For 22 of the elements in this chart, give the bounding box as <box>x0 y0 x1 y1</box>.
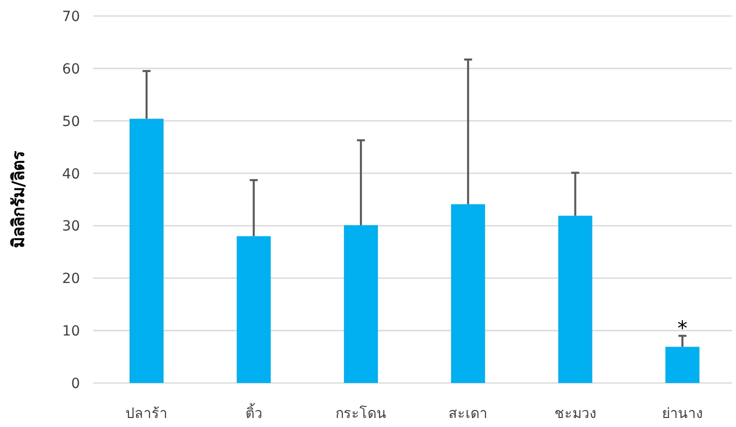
bar <box>236 236 271 383</box>
y-tick-label: 70 <box>62 9 80 25</box>
y-tick-label: 0 <box>71 376 80 392</box>
bar <box>451 204 486 383</box>
bar <box>344 225 378 383</box>
y-tick-label: 20 <box>62 271 80 288</box>
x-tick-label: ติ้ว <box>245 403 262 422</box>
y-tick-label: 30 <box>62 218 80 235</box>
x-tick-label: ย่านาง <box>662 406 703 422</box>
x-tick-label: สะเดา <box>448 406 488 422</box>
y-tick-label: 10 <box>62 324 80 340</box>
y-tick-label: 60 <box>62 61 80 78</box>
bar <box>558 216 592 383</box>
y-tick-label: 50 <box>62 114 80 130</box>
x-tick-label: ปลาร้า <box>126 406 168 422</box>
annotation: * <box>677 316 688 340</box>
y-axis-title: มิลลิกรัม/ลิตร <box>9 150 29 248</box>
y-tick-label: 40 <box>62 166 80 182</box>
x-tick-label: กระโดน <box>335 405 386 422</box>
bar <box>130 118 164 383</box>
bar <box>665 346 700 383</box>
x-tick-label: ชะมวง <box>554 406 596 422</box>
